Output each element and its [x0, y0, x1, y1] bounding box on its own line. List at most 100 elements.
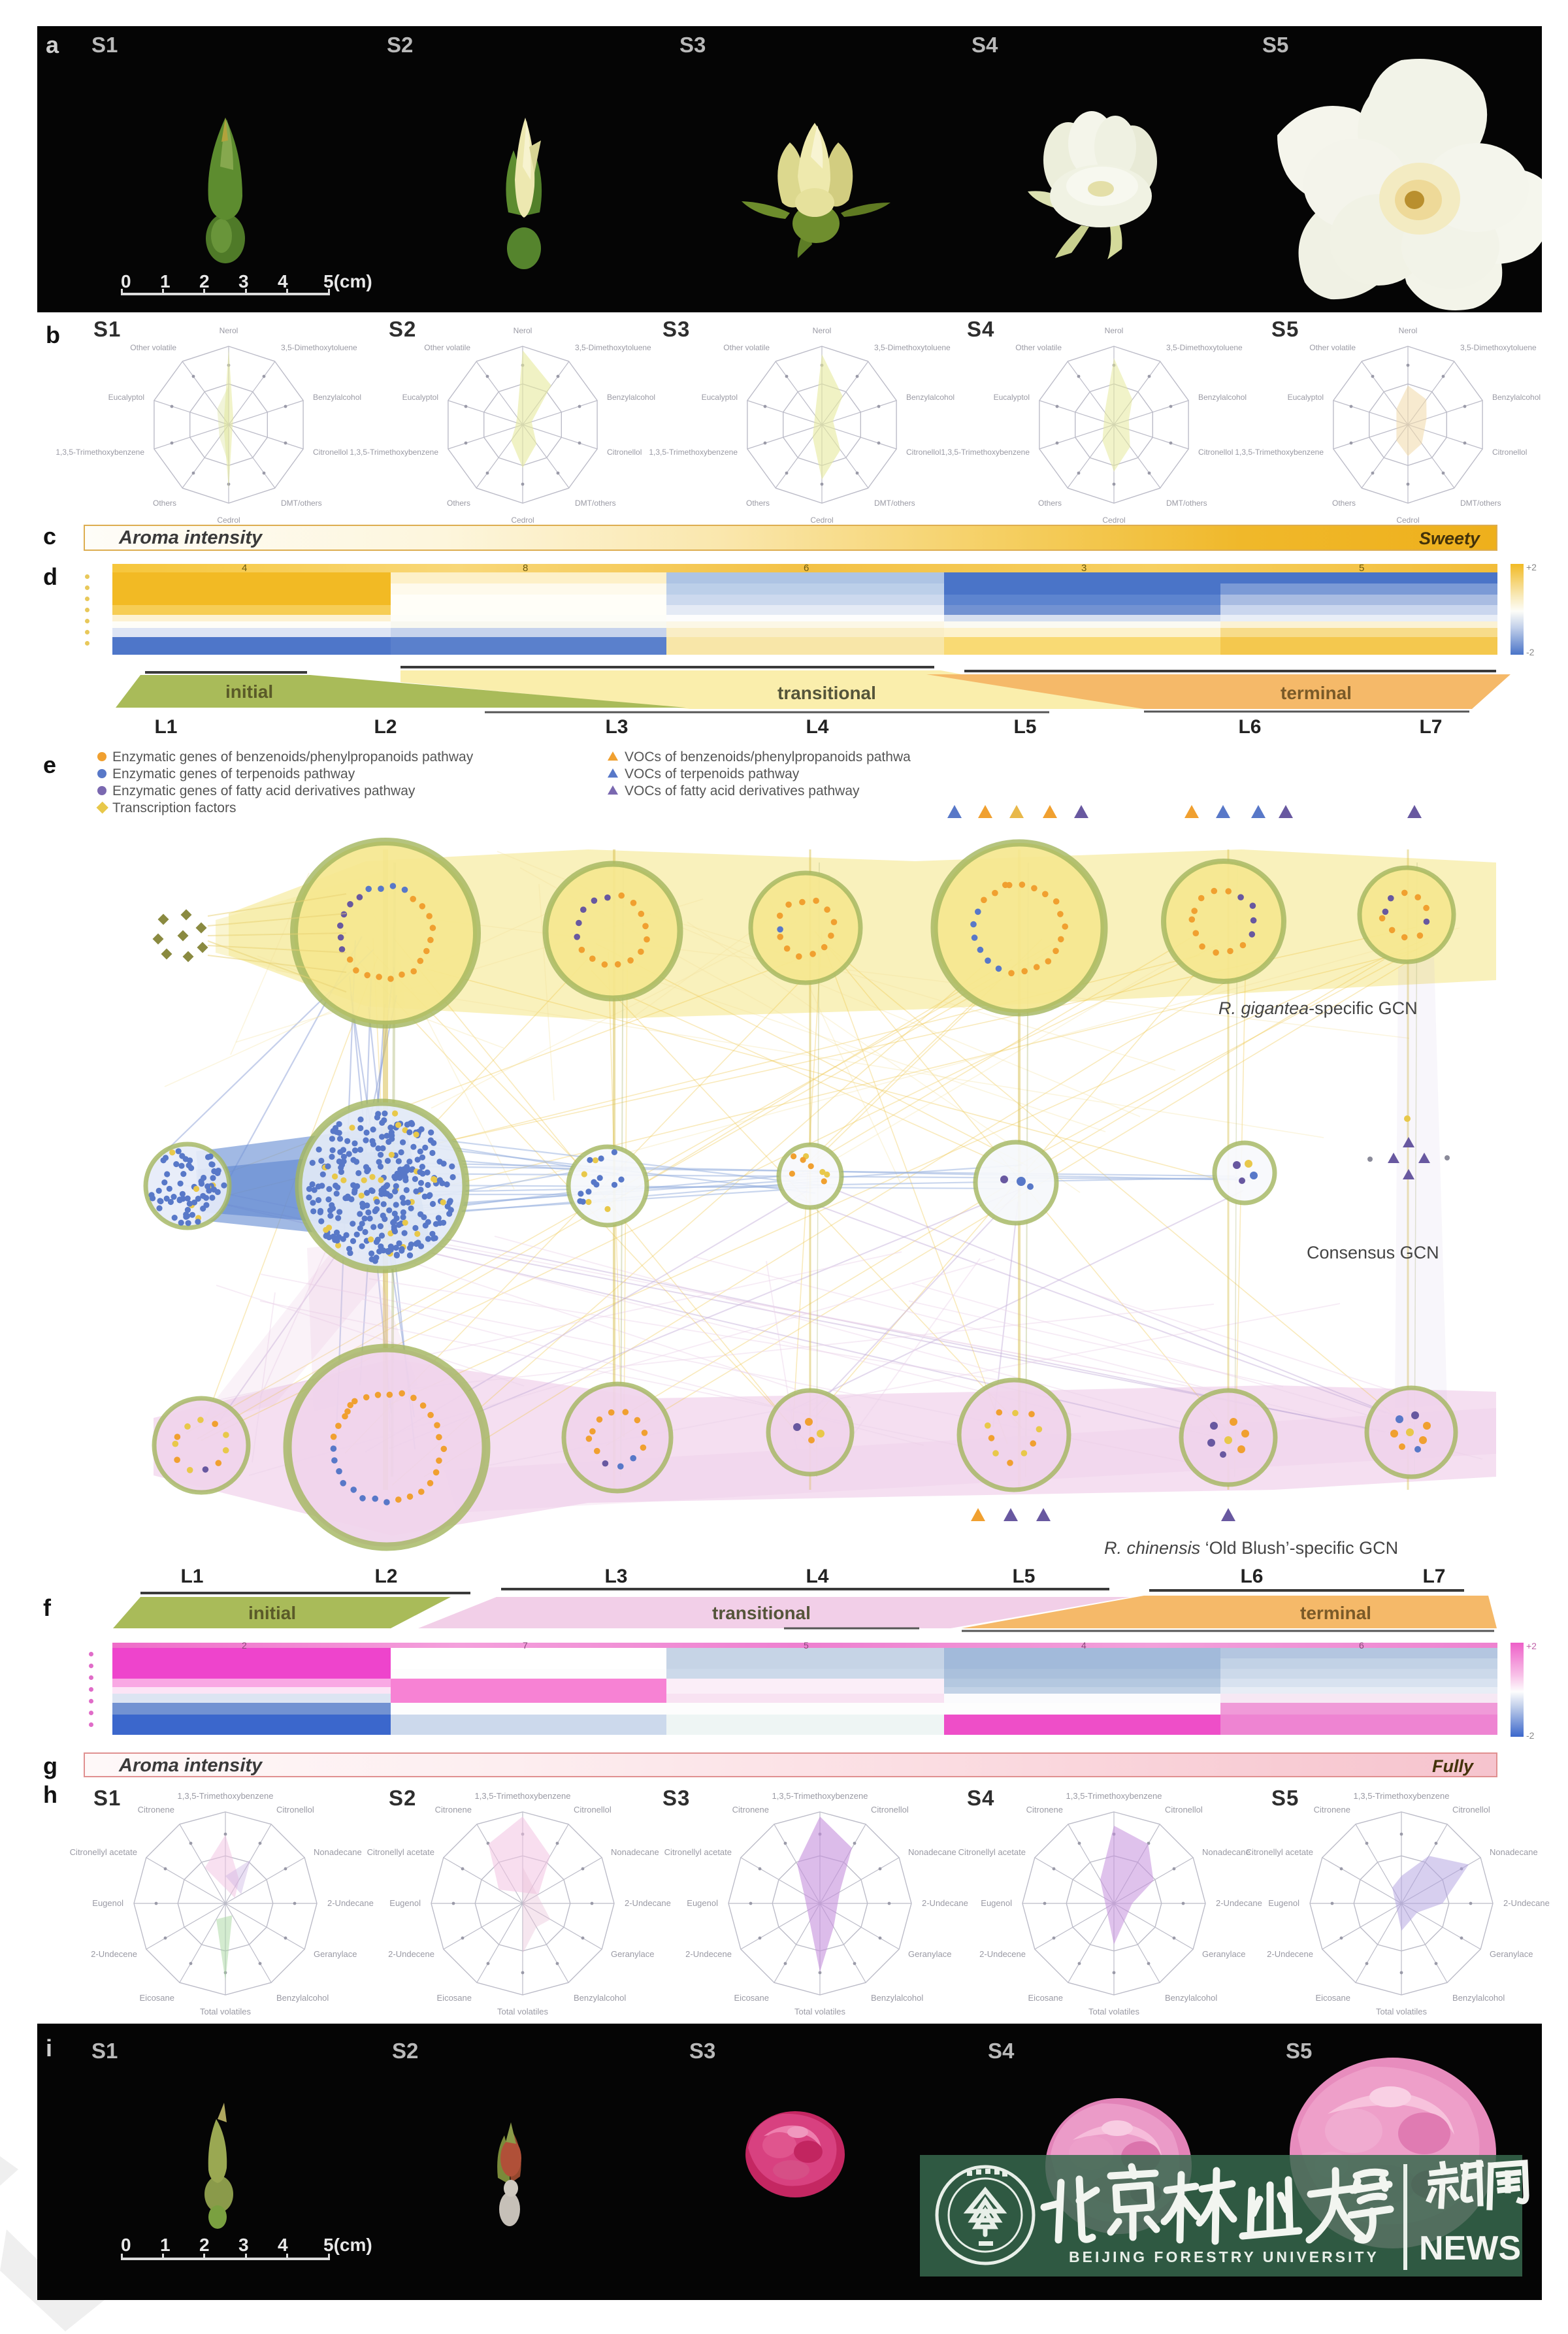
- svg-text:Total volatiles: Total volatiles: [794, 2007, 846, 2016]
- svg-text:Total volatiles: Total volatiles: [497, 2007, 549, 2016]
- svg-text:Total volatiles: Total volatiles: [200, 2007, 252, 2016]
- svg-text:1: 1: [160, 271, 171, 291]
- svg-text:DMT/others: DMT/others: [575, 499, 616, 508]
- svg-text:Citronene: Citronene: [1314, 1805, 1350, 1815]
- svg-text:Total volatiles: Total volatiles: [1376, 2007, 1428, 2016]
- svg-text:Benzylalcohol: Benzylalcohol: [1165, 1993, 1217, 2003]
- svg-text:3,5-Dimethoxytoluene: 3,5-Dimethoxytoluene: [1460, 343, 1537, 352]
- svg-text:terminal: terminal: [1300, 1603, 1371, 1623]
- svg-text:DMT/others: DMT/others: [874, 499, 915, 508]
- svg-text:2-Undecene: 2-Undecene: [388, 1949, 434, 1959]
- svg-text:Other volatile: Other volatile: [1015, 343, 1062, 352]
- svg-text:L4: L4: [806, 1568, 828, 1587]
- svg-text:terminal: terminal: [1281, 683, 1352, 703]
- svg-text:Citronene: Citronene: [732, 1805, 769, 1815]
- svg-text:Eucalyptol: Eucalyptol: [994, 393, 1030, 402]
- svg-text:Geranylace: Geranylace: [1490, 1949, 1533, 1959]
- svg-text:Citronellol: Citronellol: [1165, 1805, 1203, 1815]
- svg-text:1,3,5-Trimethoxybenzene: 1,3,5-Trimethoxybenzene: [56, 448, 144, 457]
- svg-text:2: 2: [199, 271, 210, 291]
- svg-text:Nonadecane: Nonadecane: [1490, 1847, 1538, 1857]
- svg-text:0: 0: [121, 2235, 131, 2255]
- svg-text:2-Undecane: 2-Undecane: [327, 1898, 374, 1908]
- svg-text:Citronene: Citronene: [435, 1805, 472, 1815]
- svg-text:1,3,5-Trimethoxybenzene: 1,3,5-Trimethoxybenzene: [1066, 1791, 1162, 1801]
- svg-text:3,5-Dimethoxytoluene: 3,5-Dimethoxytoluene: [874, 343, 951, 352]
- svg-text:1,3,5-Trimethoxybenzene: 1,3,5-Trimethoxybenzene: [178, 1791, 274, 1801]
- svg-text:Nerol: Nerol: [1105, 326, 1124, 335]
- svg-text:Citronellyl acetate: Citronellyl acetate: [958, 1847, 1026, 1857]
- svg-text:Eugenol: Eugenol: [981, 1898, 1012, 1908]
- svg-text:Enzymatic genes of benzenoids/: Enzymatic genes of benzenoids/phenylprop…: [112, 749, 474, 764]
- svg-text:Citronellyl acetate: Citronellyl acetate: [1246, 1847, 1313, 1857]
- svg-text:Eugenol: Eugenol: [389, 1898, 421, 1908]
- svg-text:Eugenol: Eugenol: [1268, 1898, 1299, 1908]
- svg-text:initial: initial: [248, 1603, 296, 1623]
- svg-text:1,3,5-Trimethoxybenzene: 1,3,5-Trimethoxybenzene: [1235, 448, 1324, 457]
- svg-text:VOCs of terpenoids pathway: VOCs of terpenoids pathway: [625, 766, 800, 781]
- svg-text:Nonadecane: Nonadecane: [314, 1847, 362, 1857]
- svg-text:L1: L1: [154, 716, 177, 738]
- svg-text:Geranylace: Geranylace: [314, 1949, 357, 1959]
- svg-text:Benzylalcohol: Benzylalcohol: [906, 393, 955, 402]
- svg-text:Nerol: Nerol: [813, 326, 832, 335]
- svg-text:VOCs of fatty acid derivatives: VOCs of fatty acid derivatives pathway: [625, 783, 860, 798]
- svg-text:L7: L7: [1422, 1568, 1445, 1587]
- svg-text:4: 4: [278, 271, 288, 291]
- svg-text:Cedrol: Cedrol: [810, 516, 833, 525]
- svg-text:Nonadecane: Nonadecane: [1202, 1847, 1250, 1857]
- svg-text:1,3,5-Trimethoxybenzene: 1,3,5-Trimethoxybenzene: [350, 448, 438, 457]
- svg-text:L5: L5: [1013, 716, 1036, 738]
- svg-text:initial: initial: [225, 682, 273, 702]
- svg-text:Benzylalcohol: Benzylalcohol: [574, 1993, 626, 2003]
- svg-text:L4: L4: [806, 716, 828, 738]
- svg-text:Eucalyptol: Eucalyptol: [1288, 393, 1324, 402]
- svg-text:Enzymatic genes of fatty acid: Enzymatic genes of fatty acid derivative…: [112, 783, 416, 798]
- svg-text:L2: L2: [374, 1568, 397, 1587]
- svg-text:Citronellyl acetate: Citronellyl acetate: [664, 1847, 732, 1857]
- svg-text:L1: L1: [180, 1568, 203, 1587]
- svg-text:BEIJING FORESTRY UNIVERSITY: BEIJING FORESTRY UNIVERSITY: [1069, 2248, 1379, 2265]
- svg-text:Transcription factors: Transcription factors: [112, 800, 236, 815]
- svg-text:Nonadecane: Nonadecane: [908, 1847, 956, 1857]
- svg-text:5(cm): 5(cm): [323, 2235, 372, 2255]
- svg-text:Citronellol: Citronellol: [313, 448, 348, 457]
- svg-text:Eucalyptol: Eucalyptol: [108, 393, 144, 402]
- svg-text:Citronellol: Citronellol: [1492, 448, 1527, 457]
- svg-text:4: 4: [278, 2235, 288, 2255]
- svg-text:L6: L6: [1240, 1568, 1263, 1587]
- svg-text:1,3,5-Trimethoxybenzene: 1,3,5-Trimethoxybenzene: [941, 448, 1030, 457]
- svg-text:Citronene: Citronene: [1026, 1805, 1063, 1815]
- svg-text:Eicosane: Eicosane: [734, 1993, 769, 2003]
- svg-text:Eicosane: Eicosane: [140, 1993, 174, 2003]
- svg-text:Benzylalcohol: Benzylalcohol: [313, 393, 361, 402]
- svg-text:Cedrol: Cedrol: [1102, 516, 1125, 525]
- svg-text:Citronellol: Citronellol: [1452, 1805, 1490, 1815]
- svg-text:L7: L7: [1419, 716, 1442, 738]
- svg-text:NEWS: NEWS: [1419, 2229, 1521, 2267]
- svg-text:2-Undecane: 2-Undecane: [1216, 1898, 1262, 1908]
- svg-text:Benzylalcohol: Benzylalcohol: [276, 1993, 329, 2003]
- svg-text:Benzylalcohol: Benzylalcohol: [1452, 1993, 1505, 2003]
- svg-text:DMT/others: DMT/others: [1166, 499, 1207, 508]
- svg-text:Cedrol: Cedrol: [217, 516, 240, 525]
- svg-text:Eugenol: Eugenol: [687, 1898, 718, 1908]
- svg-text:Others: Others: [1038, 499, 1062, 508]
- svg-text:L3: L3: [604, 1568, 627, 1587]
- svg-text:Benzylalcohol: Benzylalcohol: [1198, 393, 1247, 402]
- svg-text:2-Undecene: 2-Undecene: [685, 1949, 732, 1959]
- svg-text:Nerol: Nerol: [220, 326, 238, 335]
- svg-text:2-Undecene: 2-Undecene: [1267, 1949, 1313, 1959]
- svg-text:Cedrol: Cedrol: [1396, 516, 1419, 525]
- svg-text:1: 1: [160, 2235, 171, 2255]
- svg-text:2-Undecane: 2-Undecane: [1503, 1898, 1550, 1908]
- svg-text:Nerol: Nerol: [514, 326, 532, 335]
- svg-text:transitional: transitional: [712, 1603, 811, 1623]
- svg-text:5(cm): 5(cm): [323, 271, 372, 291]
- svg-text:Eicosane: Eicosane: [1028, 1993, 1063, 2003]
- svg-text:Citronellol: Citronellol: [574, 1805, 612, 1815]
- svg-text:Others: Others: [1332, 499, 1356, 508]
- svg-text:Eicosane: Eicosane: [1316, 1993, 1350, 2003]
- svg-text:Citronene: Citronene: [138, 1805, 174, 1815]
- svg-text:Consensus GCN: Consensus GCN: [1307, 1243, 1439, 1262]
